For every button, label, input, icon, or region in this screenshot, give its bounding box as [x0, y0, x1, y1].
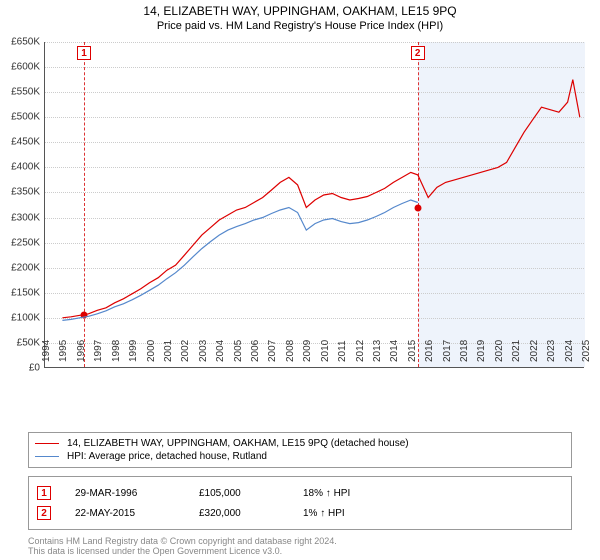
page-subtitle: Price paid vs. HM Land Registry's House … [0, 18, 600, 36]
y-axis-label: £250K [0, 237, 40, 248]
footnote-line: This data is licensed under the Open Gov… [28, 546, 572, 556]
transaction-marker: 1 [37, 486, 51, 500]
y-axis-label: £550K [0, 87, 40, 98]
y-axis-label: £500K [0, 112, 40, 123]
transaction-hpi: 1% ↑ HPI [303, 508, 403, 519]
y-axis-label: £650K [0, 37, 40, 48]
transaction-hpi: 18% ↑ HPI [303, 488, 403, 499]
footnote: Contains HM Land Registry data © Crown c… [28, 536, 572, 556]
legend-label: 14, ELIZABETH WAY, UPPINGHAM, OAKHAM, LE… [67, 438, 409, 449]
transaction-price: £320,000 [199, 508, 279, 519]
legend-swatch [35, 456, 59, 457]
y-axis-label: £400K [0, 162, 40, 173]
y-axis-label: £150K [0, 287, 40, 298]
y-axis-label: £200K [0, 262, 40, 273]
transaction-marker: 2 [37, 506, 51, 520]
y-axis-label: £450K [0, 137, 40, 148]
y-axis-label: £100K [0, 312, 40, 323]
legend-row: HPI: Average price, detached house, Rutl… [35, 450, 565, 463]
legend: 14, ELIZABETH WAY, UPPINGHAM, OAKHAM, LE… [28, 432, 572, 468]
legend-swatch [35, 443, 59, 444]
page-title: 14, ELIZABETH WAY, UPPINGHAM, OAKHAM, LE… [0, 0, 600, 18]
legend-row: 14, ELIZABETH WAY, UPPINGHAM, OAKHAM, LE… [35, 437, 565, 450]
table-row: 2 22-MAY-2015 £320,000 1% ↑ HPI [37, 503, 563, 523]
y-axis-label: £350K [0, 187, 40, 198]
y-axis-label: £300K [0, 212, 40, 223]
table-row: 1 29-MAR-1996 £105,000 18% ↑ HPI [37, 483, 563, 503]
y-axis-label: £0 [0, 363, 40, 374]
price-chart: £0£50K£100K£150K£200K£250K£300K£350K£400… [44, 42, 584, 398]
transaction-price: £105,000 [199, 488, 279, 499]
transaction-date: 29-MAR-1996 [75, 488, 175, 499]
chart-series-line [62, 80, 579, 318]
legend-label: HPI: Average price, detached house, Rutl… [67, 451, 267, 462]
y-axis-label: £50K [0, 337, 40, 348]
transaction-date: 22-MAY-2015 [75, 508, 175, 519]
transaction-table: 1 29-MAR-1996 £105,000 18% ↑ HPI 2 22-MA… [28, 476, 572, 530]
footnote-line: Contains HM Land Registry data © Crown c… [28, 536, 572, 546]
y-axis-label: £600K [0, 62, 40, 73]
